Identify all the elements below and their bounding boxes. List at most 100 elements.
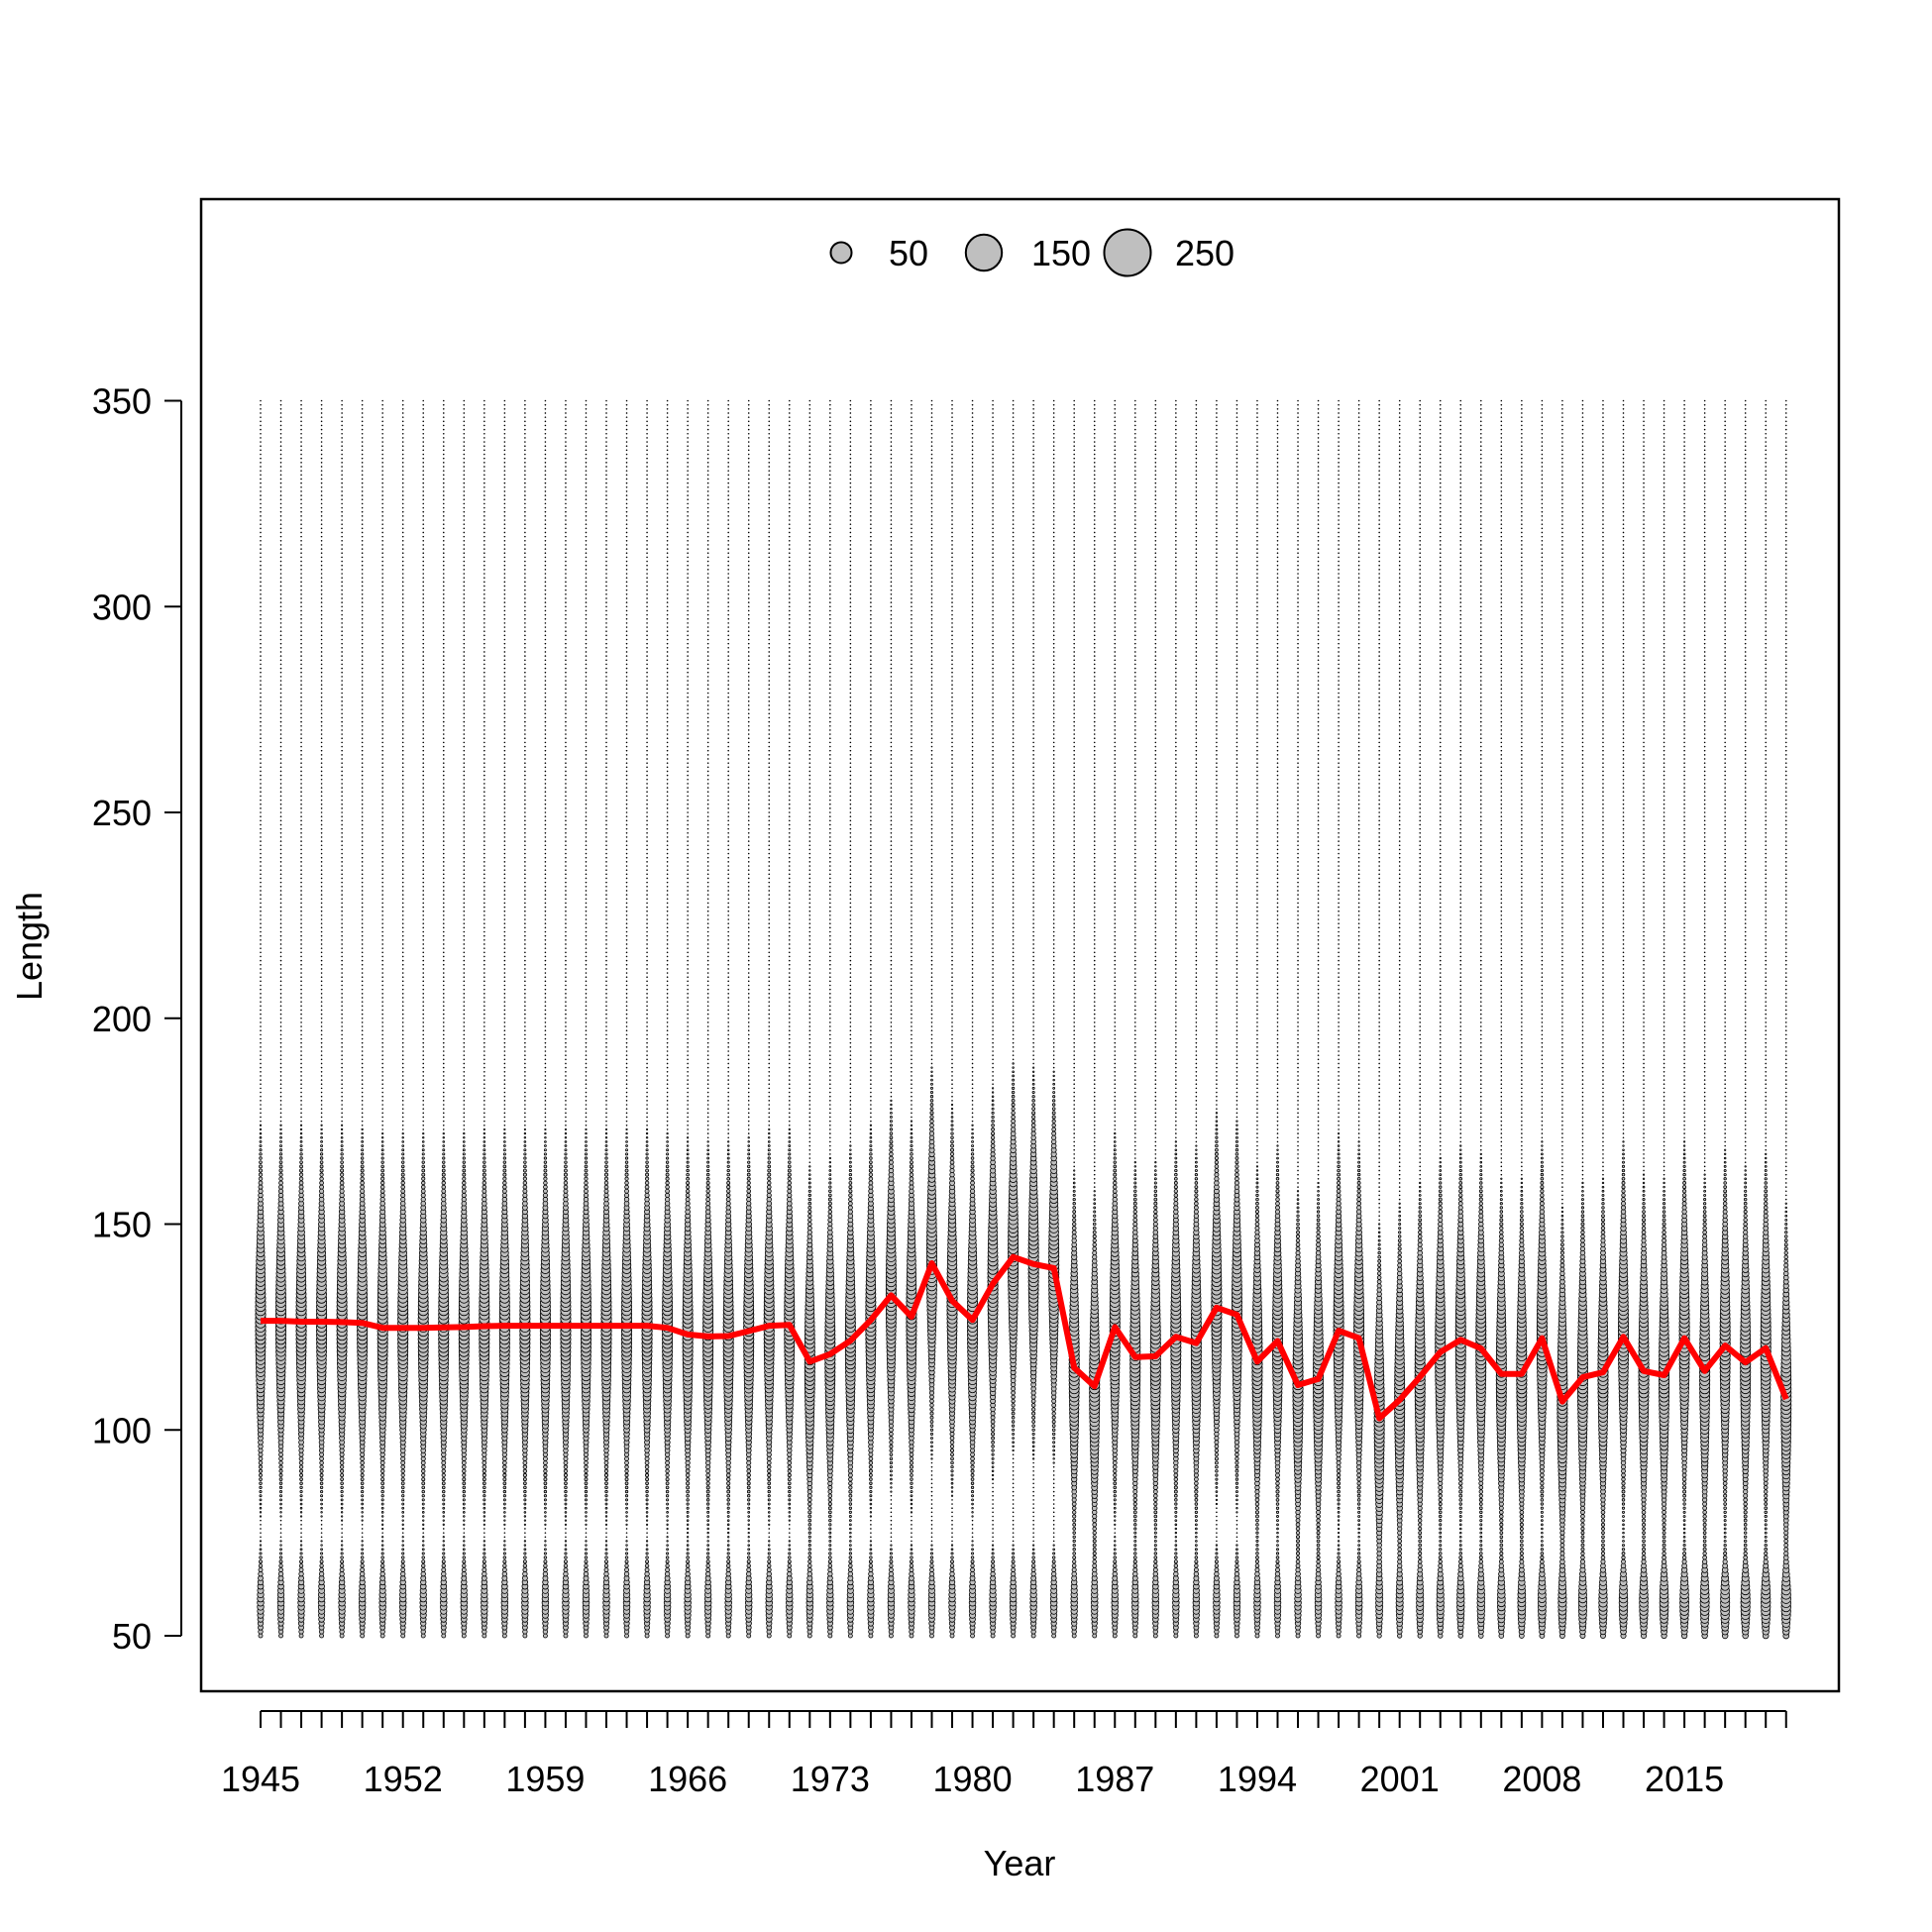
bubble [320, 1054, 323, 1056]
bubble [300, 564, 302, 567]
bubble [361, 708, 364, 710]
bubble [319, 1152, 324, 1156]
bubble [401, 498, 404, 501]
bubble [524, 544, 526, 546]
bubble [565, 564, 567, 567]
bubble [300, 655, 302, 657]
bubble [544, 997, 547, 999]
bubble [483, 577, 485, 579]
bubble [341, 457, 343, 460]
bubble [360, 1455, 366, 1461]
bubble [463, 1075, 466, 1077]
bubble [361, 589, 364, 591]
bubble [483, 432, 485, 435]
bubble [401, 651, 404, 653]
bubble [463, 457, 466, 460]
bubble [422, 720, 425, 723]
bubble [260, 1025, 262, 1027]
bubble [565, 510, 567, 513]
bubble [584, 1160, 589, 1164]
bubble [442, 947, 445, 949]
bubble [279, 1041, 282, 1044]
bubble [361, 1083, 364, 1086]
bubble [524, 1091, 526, 1094]
bubble [320, 1009, 323, 1012]
bubble [463, 922, 466, 924]
bubble [442, 1528, 445, 1530]
bubble [381, 449, 383, 452]
bubble [503, 898, 506, 901]
bubble [401, 1112, 404, 1115]
bubble [341, 724, 343, 727]
bubble [361, 1524, 364, 1526]
bubble [320, 914, 323, 916]
bubble [300, 651, 302, 653]
bubble [361, 1144, 365, 1147]
bubble [524, 1075, 526, 1077]
bubble [361, 494, 364, 496]
bubble [483, 552, 485, 555]
bubble [320, 569, 323, 571]
bubble [483, 906, 485, 909]
bubble [279, 1135, 282, 1139]
bubble [422, 1100, 425, 1102]
bubble [320, 1033, 323, 1036]
bubble [503, 564, 506, 567]
bubble [381, 432, 383, 435]
bubble [565, 754, 567, 756]
bubble [483, 700, 485, 702]
bubble [442, 474, 445, 477]
bubble [401, 704, 404, 706]
bubble [422, 680, 425, 682]
bubble [279, 589, 282, 591]
bubble [279, 959, 282, 962]
bubble [483, 560, 485, 563]
bubble [279, 770, 282, 773]
bubble [361, 539, 364, 542]
bubble [260, 638, 262, 641]
bubble [299, 1124, 303, 1127]
bubble [341, 906, 343, 909]
bubble [381, 914, 383, 916]
bubble [442, 754, 445, 756]
bubble [422, 428, 425, 431]
bubble [463, 803, 466, 805]
bubble [361, 823, 364, 826]
bubble [361, 1029, 364, 1032]
bubble [483, 613, 485, 616]
bubble [523, 1548, 527, 1552]
bubble [463, 737, 466, 740]
bubble [483, 647, 485, 649]
bubble [401, 412, 404, 414]
bubble [320, 947, 323, 949]
bubble [524, 671, 526, 674]
bubble [361, 1050, 364, 1052]
bubble [320, 963, 323, 966]
bubble [544, 420, 547, 423]
bubble [381, 716, 383, 719]
bubble [483, 1116, 485, 1119]
bubble [320, 1029, 323, 1032]
bubble [523, 1556, 527, 1559]
bubble [524, 856, 526, 859]
bubble [544, 519, 547, 521]
bubble [381, 1124, 383, 1127]
bubble [381, 1100, 383, 1102]
bubble [422, 605, 425, 608]
bubble [341, 1017, 343, 1020]
bubble [300, 1041, 302, 1044]
bubble [401, 823, 404, 826]
bubble [361, 720, 364, 723]
bubble [442, 1116, 445, 1119]
bubble [298, 1460, 304, 1465]
bubble [381, 556, 383, 559]
bubble [565, 729, 567, 731]
bubble [503, 667, 506, 670]
bubble [585, 1124, 588, 1127]
bubble [381, 671, 383, 674]
bubble [565, 902, 567, 905]
bubble [503, 902, 506, 905]
bubble [320, 1144, 324, 1148]
bubble [341, 951, 343, 954]
bubble [279, 1013, 282, 1016]
